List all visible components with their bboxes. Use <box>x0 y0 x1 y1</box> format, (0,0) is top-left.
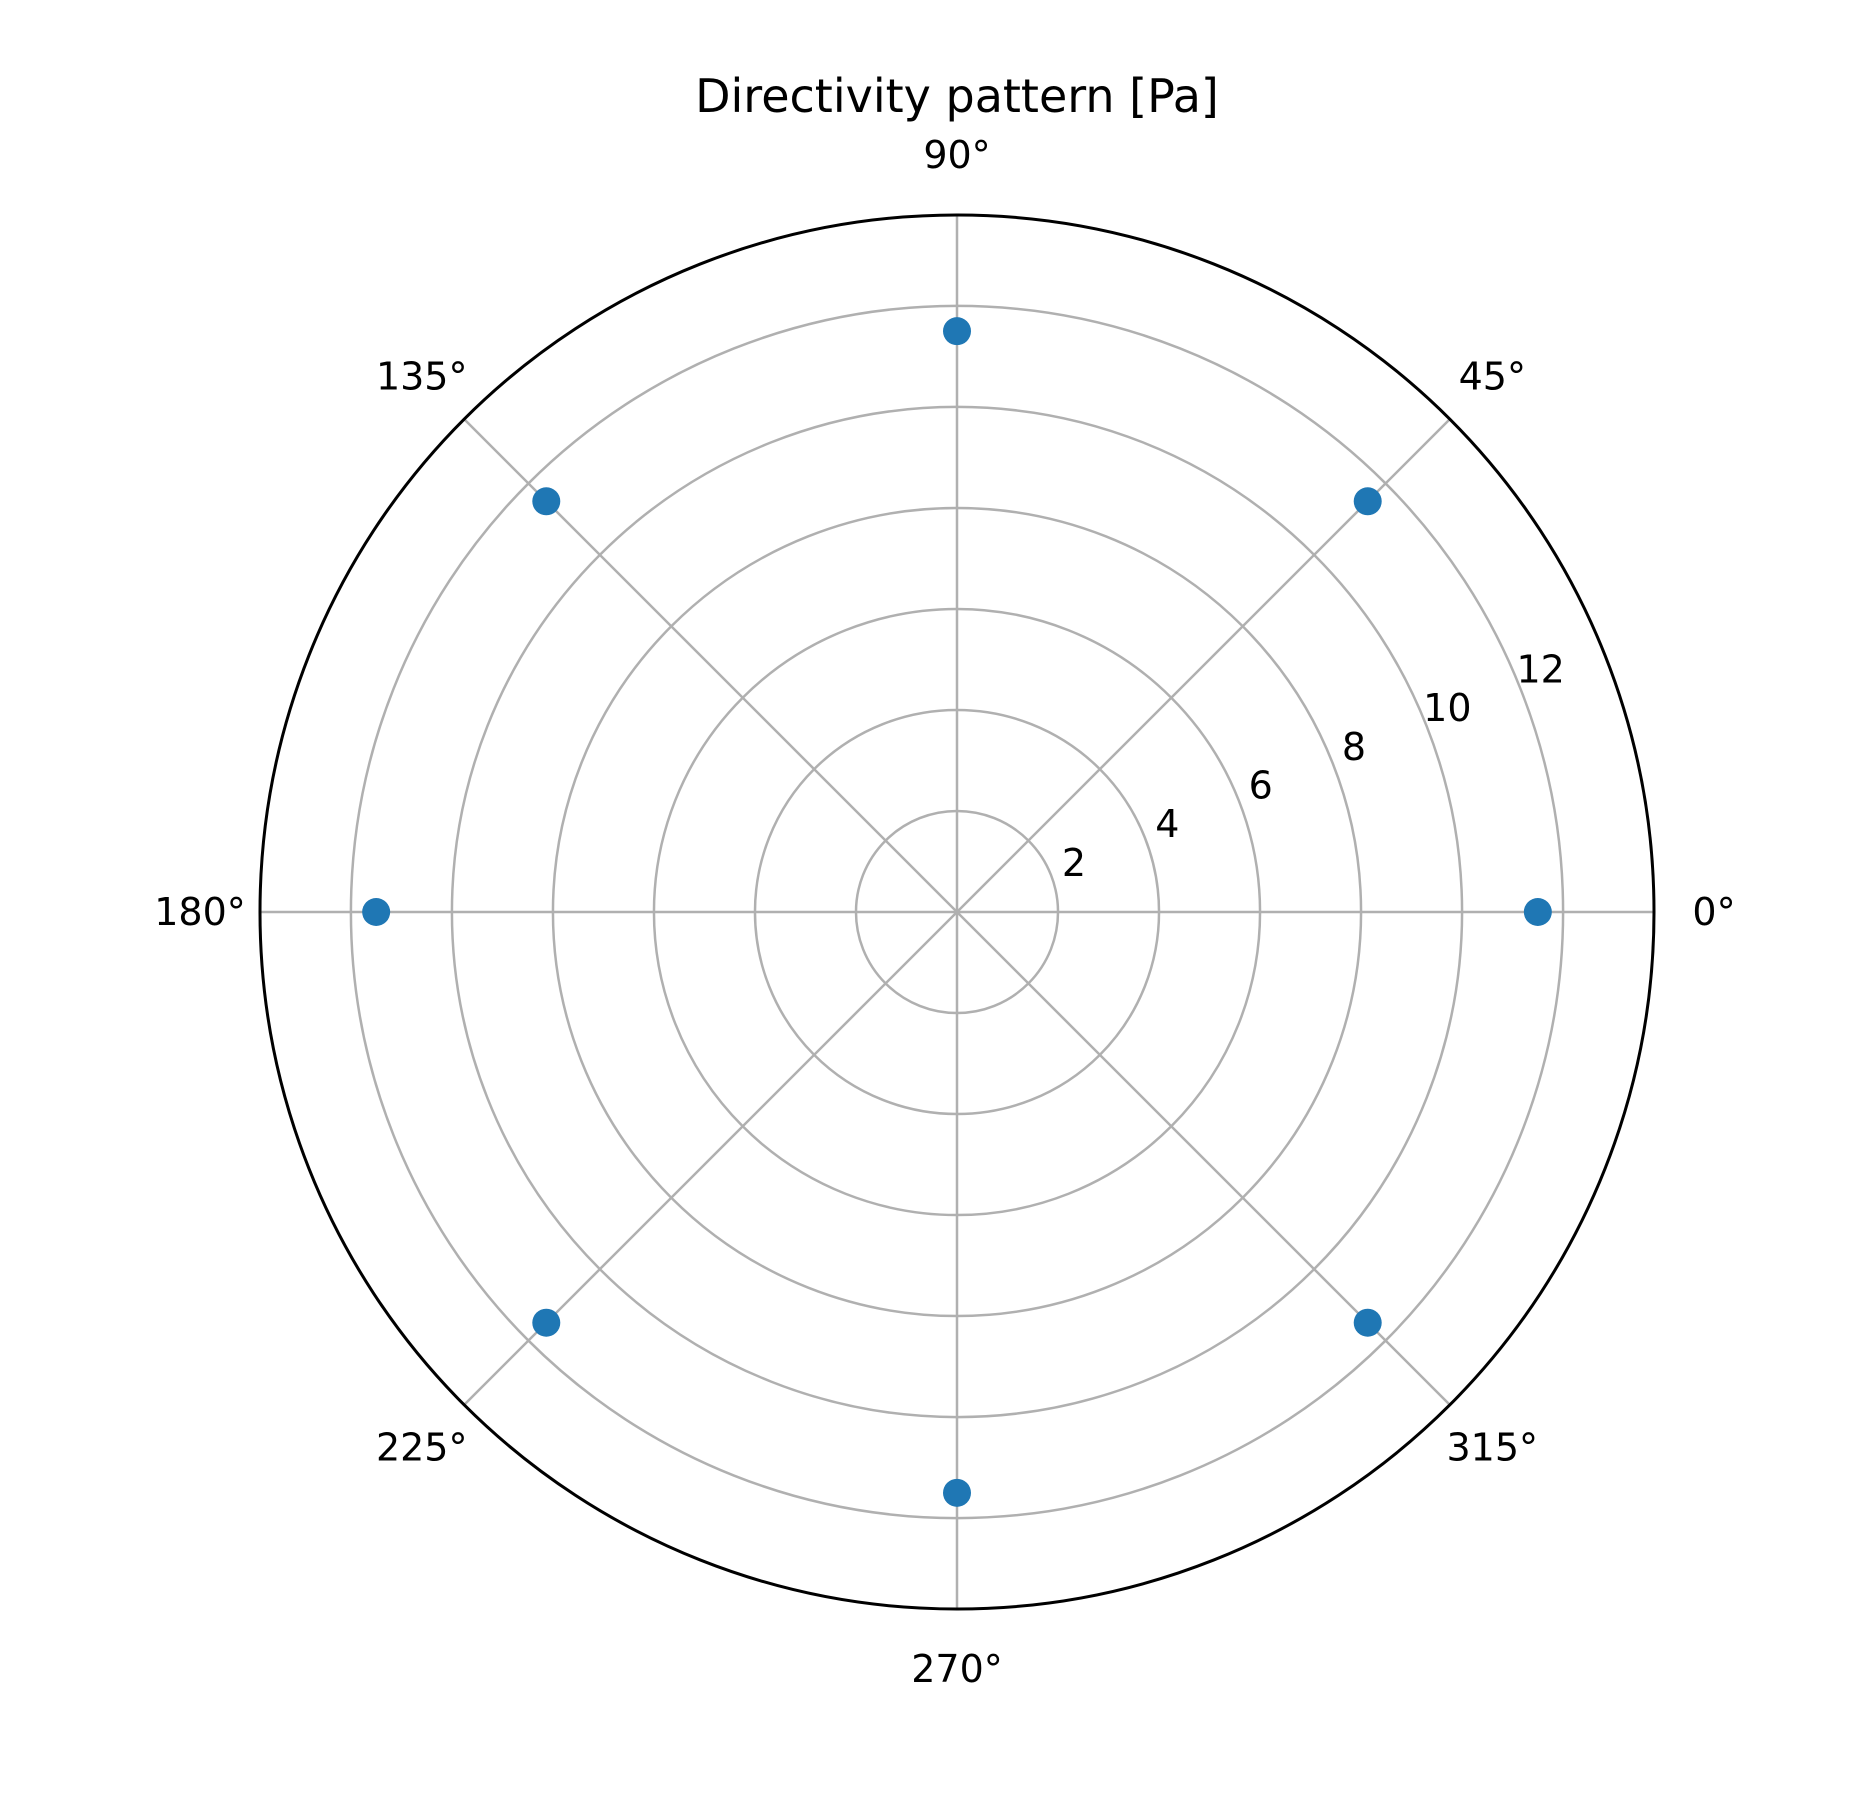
r-tick-label: 8 <box>1342 725 1366 769</box>
data-point <box>532 487 561 516</box>
r-tick-label: 2 <box>1062 841 1086 885</box>
theta-tick-label: 45° <box>1459 355 1526 399</box>
grid-layer <box>258 213 1656 1611</box>
data-point <box>943 1478 971 1507</box>
chart-title: Directivity pattern [Pa] <box>695 69 1219 123</box>
theta-tick-label: 135° <box>376 355 468 399</box>
theta-tick-label: 180° <box>154 890 246 934</box>
theta-tick-label: 0° <box>1692 890 1735 934</box>
theta-tick-label: 90° <box>923 133 990 177</box>
point-layer <box>362 317 1552 1507</box>
tick-layer: 2 4 6 8 10 12 0° 45° 90° 135° 180° 225° 270° 315° <box>154 133 1735 1691</box>
r-tick-label: 12 <box>1516 648 1564 692</box>
theta-tick-label: 270° <box>911 1647 1003 1691</box>
theta-tick-label: 315° <box>1447 1425 1539 1469</box>
data-point <box>1353 487 1382 516</box>
r-tick-label: 4 <box>1155 802 1179 846</box>
data-point <box>362 898 391 926</box>
data-point <box>943 317 971 346</box>
theta-tick-label: 225° <box>376 1425 468 1469</box>
data-point <box>532 1308 561 1337</box>
r-tick-label: 10 <box>1423 686 1471 730</box>
polar-frame <box>258 213 1656 1611</box>
data-point <box>1523 898 1552 926</box>
r-tick-label: 6 <box>1249 763 1273 807</box>
data-point <box>1353 1308 1382 1337</box>
